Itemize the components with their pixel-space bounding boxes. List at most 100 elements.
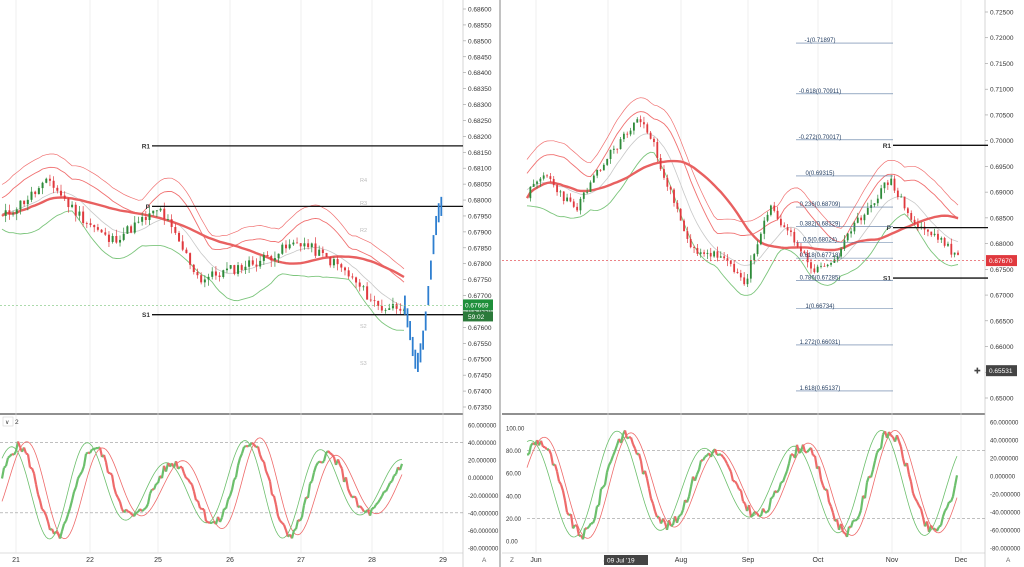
- oscillator-segment: [722, 456, 726, 461]
- candle-body: [656, 142, 659, 158]
- oscillator-right-axis-label: 0.000000: [990, 475, 1016, 481]
- oscillator-segment: [386, 482, 392, 488]
- oscillator-segment: [357, 505, 361, 509]
- oscillator-segment: [268, 481, 274, 495]
- oscillator-segment: [271, 493, 275, 497]
- price-axis-label: 0.68400: [468, 70, 492, 77]
- oscillator-segment: [281, 521, 285, 526]
- oscillator-segment: [148, 488, 154, 495]
- oscillator-segment: [935, 526, 941, 532]
- oscillator-segment: [44, 514, 50, 523]
- left-chart-panel[interactable]: 0.68600 0.68550 0.68500 0.68450 0.68400 0.683…: [0, 0, 501, 567]
- projection-bar: [432, 235, 435, 255]
- oscillator-segment: [827, 501, 833, 507]
- candle-body: [649, 132, 652, 139]
- oscillator-segment: [787, 454, 793, 464]
- oscillator-segment: [842, 531, 846, 535]
- fib-level-label: 0.618(0.67718): [800, 253, 841, 259]
- oscillator-segment: [38, 500, 44, 510]
- time-axis-label: 22: [86, 557, 94, 564]
- oscillator-segment: [693, 474, 699, 482]
- candle-body: [723, 256, 726, 259]
- projection-bar: [430, 260, 432, 280]
- candle-body: [307, 243, 310, 248]
- oscillator-segment: [98, 447, 104, 458]
- price-axis-label: 0.72500: [990, 10, 1014, 17]
- oscillator-segment: [720, 453, 724, 458]
- oscillator-segment: [276, 515, 282, 522]
- candle-body: [100, 229, 103, 233]
- candle-body: [866, 207, 869, 215]
- candle-body: [373, 300, 376, 302]
- candle-body: [870, 205, 873, 208]
- oscillator-segment: [240, 446, 246, 454]
- candle-body: [759, 233, 762, 245]
- candle-body: [766, 214, 769, 221]
- candle-body: [860, 217, 863, 221]
- oscillator-segment: [379, 495, 383, 501]
- price-axis-label: 0.67600: [468, 325, 492, 332]
- candle-body: [853, 222, 856, 232]
- oscillator-segment: [261, 459, 265, 463]
- candle-body: [30, 191, 33, 200]
- oscillator-segment: [63, 520, 67, 525]
- oscillator-segment: [361, 507, 365, 513]
- price-axis-label: 0.70000: [990, 138, 1014, 145]
- oscillator-segment: [129, 511, 133, 516]
- candle-body: [155, 210, 158, 212]
- candle-body: [170, 219, 173, 228]
- candle-body: [78, 211, 81, 216]
- candle-body: [122, 233, 125, 240]
- candle-body: [93, 225, 96, 228]
- oscillator-segment: [233, 476, 237, 481]
- oscillator-segment: [256, 446, 262, 456]
- candle-body: [663, 169, 665, 178]
- oscillator-segment: [331, 453, 335, 458]
- candle-body: [753, 254, 756, 261]
- candle-body: [749, 260, 752, 279]
- oscillator-right-axis-label: 40.000000: [990, 439, 1019, 445]
- price-axis-label: 0.68300: [468, 102, 492, 109]
- candle-body: [780, 218, 782, 226]
- oscillator-segment: [878, 447, 882, 451]
- oscillator-segment: [68, 500, 74, 509]
- candle-body: [358, 282, 361, 287]
- candle-body: [612, 148, 615, 150]
- price-axis-label: 0.68150: [468, 150, 492, 157]
- price-axis-label: 0.69000: [990, 190, 1014, 197]
- oscillator-segment: [243, 444, 247, 448]
- candle-body: [937, 233, 939, 240]
- oscillator-segment: [953, 475, 959, 487]
- indicator-toggle-button[interactable]: [2, 416, 14, 427]
- oscillator-segment: [89, 448, 93, 454]
- oscillator-right-axis-label: -80.000000: [990, 547, 1021, 553]
- oscillator-segment: [196, 500, 202, 509]
- oscillator-left-axis-label: 60.00: [506, 472, 522, 478]
- oscillator-segment: [282, 524, 288, 531]
- candle-body: [67, 198, 70, 208]
- oscillator-segment: [653, 510, 659, 518]
- oscillator-segment: [141, 508, 145, 513]
- oscillator-segment: [608, 460, 612, 466]
- oscillator-segment: [249, 442, 253, 446]
- projection-bar: [437, 203, 440, 223]
- right-chart-panel[interactable]: 0.72500 0.72000 0.71500 0.71000 0.70500 0.700…: [502, 0, 1024, 567]
- candle-body: [351, 276, 354, 278]
- candle-body: [166, 219, 169, 221]
- candle-body: [639, 119, 642, 123]
- oscillator-segment: [13, 450, 17, 456]
- candle-body: [222, 270, 225, 277]
- candle-body: [255, 264, 258, 267]
- oscillator-segment: [46, 521, 52, 531]
- time-axis-label: 28: [368, 557, 376, 564]
- candle-body: [19, 200, 22, 210]
- candle-body: [119, 239, 122, 243]
- candle-body: [756, 244, 759, 255]
- candle-body: [104, 232, 107, 235]
- candle-body: [863, 214, 866, 221]
- candle-body: [542, 175, 545, 179]
- oscillator-segment: [938, 524, 942, 528]
- oscillator-segment: [695, 469, 701, 475]
- candle-body: [763, 220, 766, 234]
